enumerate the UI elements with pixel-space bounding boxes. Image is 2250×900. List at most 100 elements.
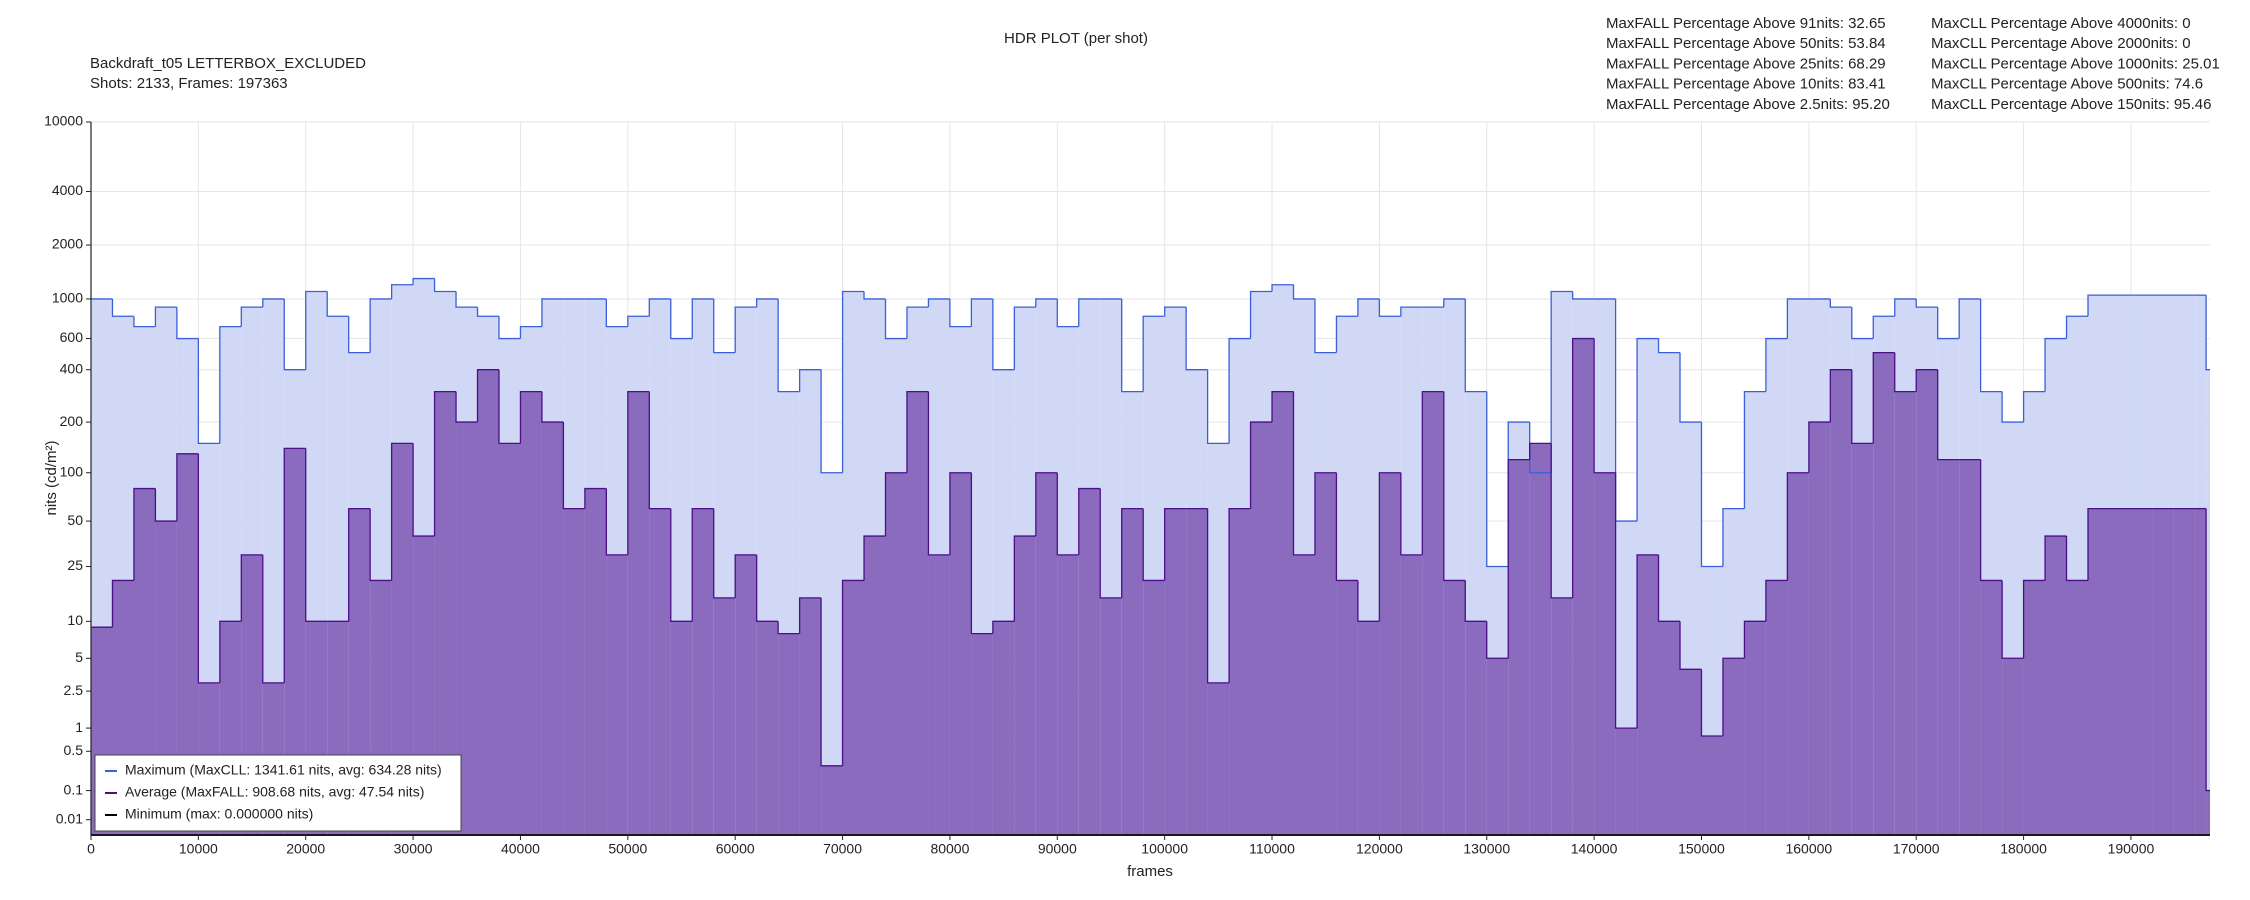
- line-step: [1400, 306, 1423, 317]
- line-step: [519, 390, 542, 444]
- line-step: [1357, 580, 1380, 622]
- line-step: [219, 325, 242, 444]
- line-step: [1700, 669, 1723, 737]
- line-step: [1507, 458, 1530, 659]
- y-tick-label: 2000: [52, 236, 83, 252]
- line-step: [992, 620, 1015, 634]
- area-step: [2206, 369, 2210, 835]
- x-tick-label: 190000: [2108, 841, 2155, 857]
- y-tick-label: 1000: [52, 290, 83, 306]
- area-step: [456, 422, 478, 835]
- area-step: [284, 448, 306, 835]
- line-step: [176, 453, 199, 522]
- area-step: [176, 453, 199, 835]
- line-step: [1142, 315, 1165, 392]
- line-step: [906, 390, 929, 473]
- line-step: [1765, 579, 1788, 622]
- area-step: [1529, 443, 1552, 835]
- line-step: [541, 298, 564, 327]
- line-step: [1872, 351, 1895, 444]
- line-step: [713, 508, 736, 599]
- line-step: [1657, 338, 1681, 354]
- line-step: [197, 453, 220, 684]
- area-step: [1851, 443, 1874, 835]
- line-step: [734, 554, 757, 598]
- area-step: [1207, 682, 1230, 835]
- line-step: [1894, 298, 1917, 317]
- line-step: [841, 579, 865, 766]
- line-step: [1829, 298, 1852, 308]
- line-step: [605, 298, 628, 328]
- y-tick-label: 5: [75, 649, 83, 665]
- line-step: [1314, 298, 1337, 354]
- line-step: [1765, 337, 1788, 392]
- line-step: [1851, 307, 1874, 340]
- line-step: [1013, 535, 1036, 622]
- area-step: [1100, 597, 1122, 835]
- line-step: [390, 284, 414, 299]
- line-step: [1851, 369, 1874, 444]
- line-step: [1636, 554, 1659, 729]
- line-step: [1206, 369, 1230, 444]
- area-step: [2002, 658, 2024, 835]
- line-step: [262, 554, 285, 684]
- area-step: [1422, 391, 1444, 835]
- line-step: [1378, 472, 1401, 622]
- area-step: [1572, 338, 1595, 835]
- line-step: [949, 472, 972, 555]
- line-step: [927, 298, 950, 308]
- x-tick-label: 160000: [1785, 841, 1832, 857]
- area-step: [864, 536, 886, 835]
- line-step: [1335, 315, 1358, 353]
- line-step: [1572, 337, 1595, 598]
- area-step: [1250, 422, 1273, 835]
- line-step: [476, 307, 499, 317]
- line-step: [2205, 508, 2210, 792]
- area-step: [1357, 621, 1380, 835]
- area-step: [1035, 472, 1058, 835]
- line-step: [1486, 621, 1509, 659]
- line-step: [1894, 352, 1917, 393]
- info-line: Backdraft_t05 LETTERBOX_EXCLUDED: [90, 55, 366, 72]
- x-tick-label: 0: [87, 841, 95, 857]
- area-step: [2023, 580, 2046, 835]
- line-step: [1421, 390, 1444, 555]
- line-step: [777, 298, 800, 393]
- area-step: [1722, 658, 1745, 835]
- line-step: [1529, 442, 1552, 460]
- area-step: [842, 580, 865, 835]
- line-step: [1979, 459, 2003, 582]
- line-step: [1056, 298, 1079, 328]
- stat-line: MaxFALL Percentage Above 50nits: 53.84: [1606, 35, 1886, 52]
- area-step: [477, 369, 499, 835]
- line-step: [562, 422, 585, 510]
- line-step: [648, 298, 671, 317]
- line-step: [670, 508, 693, 622]
- area-step: [1830, 369, 1852, 835]
- line-step: [1357, 298, 1380, 317]
- area-step: [2173, 508, 2196, 835]
- line-step: [1722, 657, 1745, 736]
- area-step: [1765, 580, 1788, 835]
- line-step: [1164, 507, 1187, 581]
- area-step: [606, 554, 628, 835]
- line-step: [1314, 472, 1337, 555]
- area-step: [992, 621, 1015, 835]
- line-step: [627, 315, 650, 327]
- area-step: [1336, 580, 1358, 835]
- x-tick-label: 110000: [1249, 841, 1295, 857]
- line-step: [1142, 508, 1165, 582]
- line-step: [1378, 298, 1401, 317]
- line-step: [648, 391, 671, 510]
- area-step: [692, 508, 714, 835]
- area-step: [928, 554, 950, 835]
- area-step: [498, 443, 521, 835]
- stat-line: MaxFALL Percentage Above 10nits: 83.41: [1606, 76, 1886, 93]
- line-step: [670, 298, 693, 340]
- line-step: [1164, 306, 1187, 317]
- area-step: [2045, 536, 2067, 835]
- line-step: [2044, 337, 2067, 392]
- line-step: [2065, 315, 2088, 339]
- area-step: [1121, 508, 1144, 835]
